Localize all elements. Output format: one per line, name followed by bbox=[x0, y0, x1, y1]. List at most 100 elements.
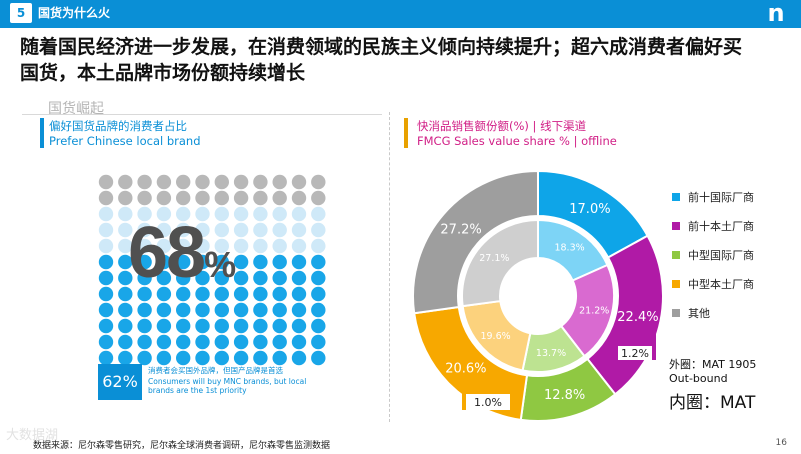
legend-label: 中型国际厂商 bbox=[688, 248, 754, 262]
matrix-dot bbox=[214, 318, 229, 334]
matrix-dot bbox=[176, 174, 191, 190]
brand-logo: n bbox=[767, 0, 785, 27]
matrix-dot bbox=[195, 302, 210, 318]
right-title-cn: 快消品销售额份额(%) | 线下渠道 bbox=[417, 119, 587, 133]
matrix-dot bbox=[291, 174, 307, 190]
matrix-dot bbox=[98, 238, 114, 254]
matrix-dot bbox=[291, 238, 307, 254]
matrix-dot bbox=[118, 174, 133, 190]
matrix-dot bbox=[176, 350, 191, 366]
left-title-cn: 偏好国货品牌的消费者占比 bbox=[49, 119, 187, 133]
matrix-dot bbox=[272, 222, 287, 238]
matrix-dot bbox=[233, 318, 249, 334]
matrix-dot bbox=[176, 190, 191, 206]
matrix-dot bbox=[176, 254, 191, 270]
matrix-dot bbox=[233, 302, 249, 318]
page-number: 16 bbox=[775, 438, 787, 448]
left-title-bar bbox=[40, 118, 44, 148]
matrix-dot bbox=[156, 270, 172, 286]
outer-ring-slice-label: 27.2% bbox=[440, 223, 481, 238]
matrix-dot bbox=[311, 190, 326, 206]
matrix-dot bbox=[195, 174, 210, 190]
matrix-dot bbox=[176, 206, 191, 222]
matrix-dot bbox=[118, 334, 133, 350]
donut-hole bbox=[502, 260, 574, 332]
section-rule bbox=[22, 114, 382, 115]
panel-divider bbox=[389, 112, 390, 422]
outer-ring-annotation: 外圈：MAT 1905 Out-bound bbox=[669, 358, 756, 386]
legend-swatch bbox=[672, 221, 680, 230]
legend-label: 前十国际厂商 bbox=[688, 190, 754, 204]
matrix-dot bbox=[137, 190, 152, 206]
note-cn: 消费者会买国外品牌，但国产品牌是首选 bbox=[148, 366, 283, 375]
legend-item: 其他 bbox=[672, 298, 754, 327]
matrix-dot bbox=[176, 334, 191, 350]
matrix-dot bbox=[253, 190, 268, 206]
matrix-dot bbox=[118, 318, 133, 334]
matrix-dot bbox=[137, 302, 152, 318]
legend-swatch bbox=[672, 250, 680, 259]
matrix-dot bbox=[253, 286, 268, 302]
inner-ring-slice bbox=[461, 218, 539, 308]
big-percentage-value: 68 bbox=[128, 213, 206, 293]
matrix-dot bbox=[98, 254, 114, 270]
matrix-dot bbox=[137, 206, 152, 222]
matrix-dot bbox=[233, 206, 249, 222]
matrix-dot bbox=[156, 334, 172, 350]
legend-swatch bbox=[672, 308, 680, 317]
matrix-dot bbox=[156, 318, 172, 334]
inner-ring-slice-label: 18.3% bbox=[554, 243, 584, 254]
matrix-dot bbox=[214, 174, 229, 190]
outer-ring-slice-label: 12.8% bbox=[544, 388, 585, 403]
matrix-dot bbox=[118, 302, 133, 318]
outer-ring-slice bbox=[412, 169, 539, 315]
matrix-dot bbox=[98, 206, 114, 222]
matrix-dot bbox=[156, 302, 172, 318]
matrix-dot bbox=[311, 174, 326, 190]
outer-ring-annotation-line1: 外圈：MAT 1905 bbox=[669, 358, 757, 371]
matrix-dot bbox=[156, 286, 172, 302]
top-bar: 5 国货为什么火 n bbox=[0, 0, 801, 28]
matrix-dot bbox=[137, 174, 152, 190]
arrow-right-inner bbox=[618, 346, 652, 360]
matrix-dot bbox=[195, 206, 210, 222]
legend-item: 前十国际厂商 bbox=[672, 182, 754, 211]
matrix-dot bbox=[311, 222, 326, 238]
matrix-dot bbox=[253, 350, 268, 366]
matrix-dot bbox=[233, 350, 249, 366]
matrix-dot bbox=[137, 270, 152, 286]
matrix-dot bbox=[272, 286, 287, 302]
matrix-dot bbox=[311, 270, 326, 286]
matrix-dot bbox=[118, 350, 133, 366]
matrix-dot bbox=[233, 222, 249, 238]
section-number-badge: 5 bbox=[10, 3, 32, 23]
matrix-dot bbox=[291, 302, 307, 318]
left-title-en: Prefer Chinese local brand bbox=[49, 134, 201, 148]
matrix-dot bbox=[233, 254, 249, 270]
matrix-dot bbox=[214, 350, 229, 366]
matrix-dot bbox=[253, 334, 268, 350]
donut-chart: 17.0% 22.4% 12.8% 20.6% 27.2% 18.3% 21.2% 13.7%… bbox=[412, 169, 664, 422]
matrix-dot bbox=[253, 318, 268, 334]
matrix-dot bbox=[311, 286, 326, 302]
matrix-dot bbox=[118, 238, 133, 254]
matrix-dot bbox=[272, 238, 287, 254]
matrix-dot bbox=[291, 254, 307, 270]
matrix-dot bbox=[156, 222, 172, 238]
right-title-en: FMCG Sales value share % | offline bbox=[417, 134, 617, 148]
matrix-dot bbox=[291, 350, 307, 366]
big-percentage-symbol: % bbox=[204, 244, 237, 285]
matrix-dot bbox=[195, 254, 210, 270]
section-title: 国货为什么火 bbox=[38, 6, 111, 20]
matrix-dot bbox=[233, 174, 249, 190]
matrix-dot bbox=[156, 206, 172, 222]
matrix-dot bbox=[118, 270, 133, 286]
matrix-dot bbox=[98, 270, 114, 286]
inner-ring-slice-label: 27.1% bbox=[479, 253, 509, 264]
matrix-dot bbox=[137, 222, 152, 238]
matrix-dot bbox=[272, 270, 287, 286]
source-footnote: 数据来源：尼尔森零售研究，尼尔森全球消费者调研，尼尔森零售监测数据 bbox=[33, 441, 331, 451]
matrix-dot bbox=[214, 302, 229, 318]
matrix-dot bbox=[98, 334, 114, 350]
outer-ring-slice-label: 20.6% bbox=[445, 362, 486, 377]
